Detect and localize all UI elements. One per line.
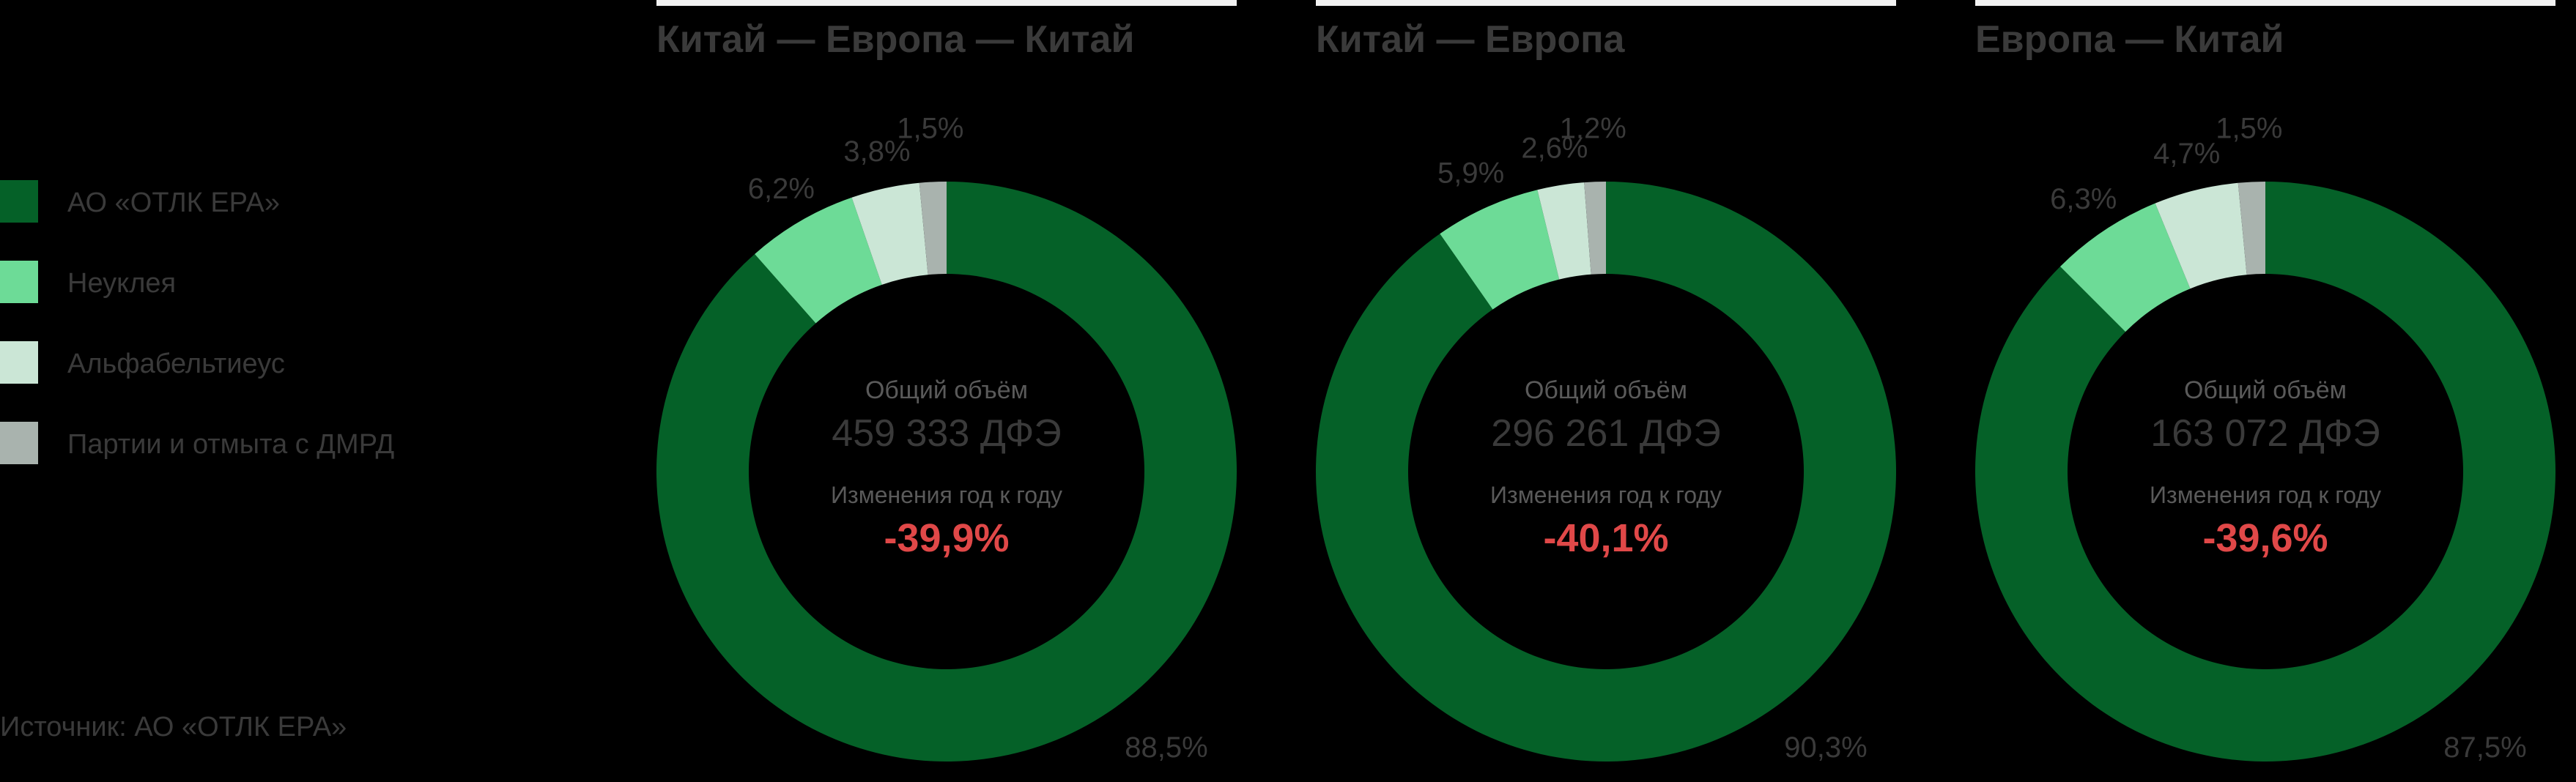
slice-label: 1,2% [1560,112,1626,144]
total-label: Общий объём [2183,376,2347,404]
slice-label: 87,5% [2443,731,2526,764]
change-label: Изменения год к году [1490,482,1722,508]
total-value: 163 072 ДФЭ [2150,412,2380,455]
chart-title: Китай — Европа — Китай [656,18,1135,61]
legend-swatch [0,180,38,223]
slice-label: 5,9% [1437,157,1504,190]
donut-chart: 88,5% 6,2% 3,8%1,5% [656,113,1237,764]
donut-chart: 90,3% 5,9% 2,6%1,2% [1316,112,1896,764]
legend-swatch [0,422,38,464]
slice-label: 2,6% [1521,133,1588,165]
chart-panel: Китай — Европа — Китай 88,5% 6,2% 3,8% 1,5%… [656,0,1237,782]
legend-item: Неуклея [0,261,513,305]
change-value: -39,6% [2202,516,2328,560]
slice-neukleya [755,197,882,324]
slice-label: 6,3% [2050,183,2117,215]
chart-title: Китай — Европа [1316,18,1625,61]
panel-divider [1975,0,2555,6]
legend-label: АО «ОТЛК ЕРА» [67,187,280,218]
donut-chart: 87,5% 6,3% 4,7%1,5% [1975,113,2555,764]
legend-item: АО «ОТЛК ЕРА» [0,180,513,224]
slice-alfabeltieus [2155,182,2247,289]
slice-neukleya [1440,190,1560,310]
slice-partii [919,182,947,275]
slice-neukleya [2059,203,2191,332]
slice-label: 1,5% [2216,113,2282,145]
legend-item: Альфабельтиеус [0,341,513,385]
slice-label: 6,2% [748,173,815,205]
total-value: 296 261 ДФЭ [1491,412,1721,455]
legend-label: Неуклея [67,268,177,299]
slice-label: 4,7% [2153,138,2220,170]
slice-label: 1,5% [897,113,963,145]
slice-otlk-era [1316,182,1896,761]
slice-label: 90,3% [1784,731,1867,764]
total-value: 459 333 ДФЭ [832,412,1062,455]
chart-panel: Европа — Китай 87,5% 6,3% 4,7% 1,5% Общий о… [1975,0,2555,782]
legend-swatch [0,341,38,384]
change-label: Изменения год к году [2150,482,2381,508]
slice-otlk-era [656,182,1237,761]
chart-panel: Китай — Европа 90,3% 5,9% 2,6% 1,2% Общий о… [1316,0,1896,782]
total-label: Общий объём [1524,376,1688,404]
slice-alfabeltieus [1537,182,1591,280]
total-label: Общий объём [865,376,1029,404]
legend-item: Партии и отмыта с ДМРД [0,422,513,466]
legend-label: Партии и отмыта с ДМРД [67,429,395,460]
chart-title: Европа — Китай [1975,18,2284,61]
change-label: Изменения год к году [831,482,1062,508]
slice-otlk-era [1975,182,2555,762]
slice-partii [1584,182,1606,275]
source-note: Источник: АО «ОТЛК ЕРА» [0,712,347,742]
legend-swatch [0,261,38,303]
slice-alfabeltieus [851,182,928,285]
legend-label: Альфабельтиеус [67,349,285,379]
change-value: -40,1% [1543,516,1669,560]
panel-divider [1316,0,1896,6]
slice-partii [2238,182,2265,275]
change-value: -39,9% [884,516,1010,560]
slice-label: 3,8% [843,135,910,168]
slice-label: 88,5% [1125,731,1207,764]
panel-divider [656,0,1237,6]
